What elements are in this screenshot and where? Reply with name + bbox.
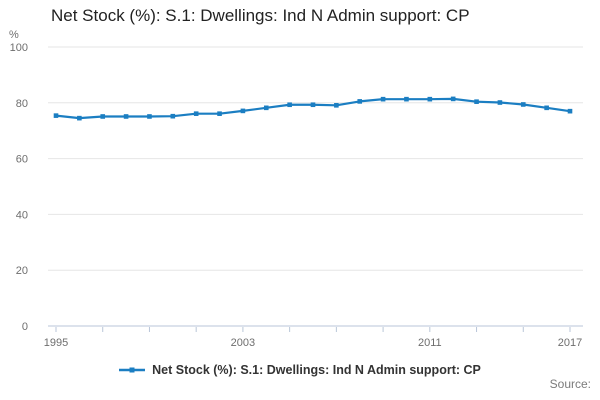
data-point[interactable]: [193, 111, 199, 116]
y-axis-unit-label: %: [9, 29, 19, 41]
data-point[interactable]: [450, 96, 456, 102]
x-tick-label: 2003: [231, 337, 255, 349]
data-point[interactable]: [310, 102, 316, 108]
chart-legend[interactable]: Net Stock (%): S.1: Dwellings: Ind N Adm…: [0, 363, 600, 377]
y-tick-label: 20: [16, 265, 28, 277]
data-point[interactable]: [147, 114, 152, 119]
data-point[interactable]: [380, 96, 386, 102]
y-tick-label: 60: [16, 154, 28, 166]
chart-title: Net Stock (%): S.1: Dwellings: Ind N Adm…: [51, 6, 470, 25]
data-point[interactable]: [497, 100, 503, 105]
data-point[interactable]: [53, 113, 59, 118]
data-point[interactable]: [100, 114, 106, 119]
legend-label: Net Stock (%): S.1: Dwellings: Ind N Adm…: [152, 363, 481, 377]
data-point[interactable]: [357, 99, 363, 104]
data-point[interactable]: [77, 115, 82, 121]
line-chart: 0 20 40 60 80 100% 1995 2003 2011 2017: [9, 29, 583, 349]
x-tick-label: 2011: [418, 337, 442, 349]
data-point[interactable]: [474, 99, 479, 104]
data-point[interactable]: [427, 96, 433, 102]
y-tick-label: 40: [16, 209, 28, 221]
data-point[interactable]: [240, 108, 246, 114]
data-point[interactable]: [544, 105, 549, 111]
data-point[interactable]: [170, 113, 176, 119]
data-point[interactable]: [567, 108, 573, 114]
y-tick-label: 80: [16, 98, 28, 110]
data-point[interactable]: [334, 103, 339, 108]
source-label: Source:: [549, 377, 591, 391]
y-tick-label: 0: [22, 321, 28, 333]
data-line: [54, 97, 572, 120]
data-point[interactable]: [217, 111, 222, 116]
data-point[interactable]: [520, 102, 526, 107]
data-point[interactable]: [263, 105, 269, 111]
legend-line-marker-icon: [119, 367, 146, 373]
y-tick-label: 100: [10, 42, 28, 54]
data-point[interactable]: [404, 96, 409, 102]
x-tick-label: 2017: [558, 337, 582, 349]
x-tick-label: 1995: [44, 337, 68, 349]
data-point[interactable]: [287, 102, 292, 108]
data-point[interactable]: [123, 114, 129, 119]
